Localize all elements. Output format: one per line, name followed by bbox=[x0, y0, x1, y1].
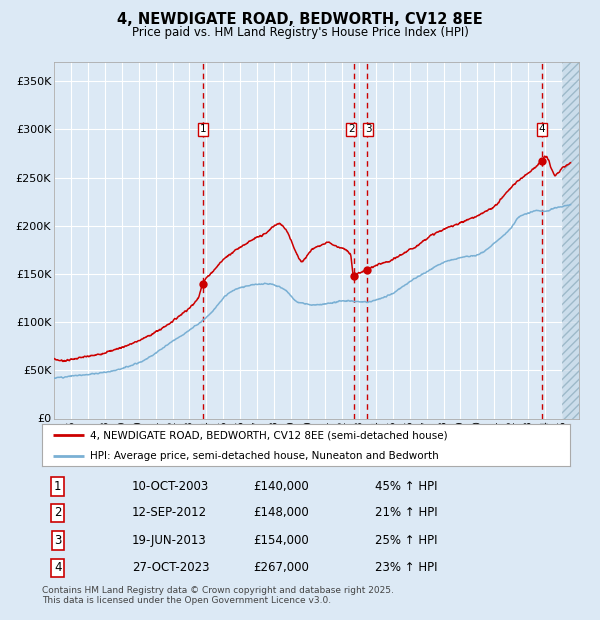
Text: 1: 1 bbox=[54, 480, 62, 493]
Text: £267,000: £267,000 bbox=[253, 562, 309, 575]
Text: 4: 4 bbox=[54, 562, 62, 575]
Text: HPI: Average price, semi-detached house, Nuneaton and Bedworth: HPI: Average price, semi-detached house,… bbox=[89, 451, 438, 461]
Text: £148,000: £148,000 bbox=[253, 507, 309, 520]
Text: 10-OCT-2003: 10-OCT-2003 bbox=[132, 480, 209, 493]
Text: 25% ↑ HPI: 25% ↑ HPI bbox=[374, 534, 437, 547]
Text: 21% ↑ HPI: 21% ↑ HPI bbox=[374, 507, 437, 520]
Text: 23% ↑ HPI: 23% ↑ HPI bbox=[374, 562, 437, 575]
Text: 3: 3 bbox=[54, 534, 62, 547]
Text: 2: 2 bbox=[348, 125, 355, 135]
Text: 19-JUN-2013: 19-JUN-2013 bbox=[132, 534, 206, 547]
Text: 12-SEP-2012: 12-SEP-2012 bbox=[132, 507, 207, 520]
Text: 1: 1 bbox=[199, 125, 206, 135]
Text: Contains HM Land Registry data © Crown copyright and database right 2025.
This d: Contains HM Land Registry data © Crown c… bbox=[42, 586, 394, 605]
Text: 3: 3 bbox=[365, 125, 371, 135]
Text: 4, NEWDIGATE ROAD, BEDWORTH, CV12 8EE: 4, NEWDIGATE ROAD, BEDWORTH, CV12 8EE bbox=[117, 12, 483, 27]
Text: 4: 4 bbox=[539, 125, 545, 135]
Text: 27-OCT-2023: 27-OCT-2023 bbox=[132, 562, 209, 575]
Text: 45% ↑ HPI: 45% ↑ HPI bbox=[374, 480, 437, 493]
Text: 2: 2 bbox=[54, 507, 62, 520]
Text: £140,000: £140,000 bbox=[253, 480, 309, 493]
Text: £154,000: £154,000 bbox=[253, 534, 309, 547]
Text: Price paid vs. HM Land Registry's House Price Index (HPI): Price paid vs. HM Land Registry's House … bbox=[131, 26, 469, 39]
Text: 4, NEWDIGATE ROAD, BEDWORTH, CV12 8EE (semi-detached house): 4, NEWDIGATE ROAD, BEDWORTH, CV12 8EE (s… bbox=[89, 430, 447, 440]
Bar bbox=[562, 62, 596, 419]
